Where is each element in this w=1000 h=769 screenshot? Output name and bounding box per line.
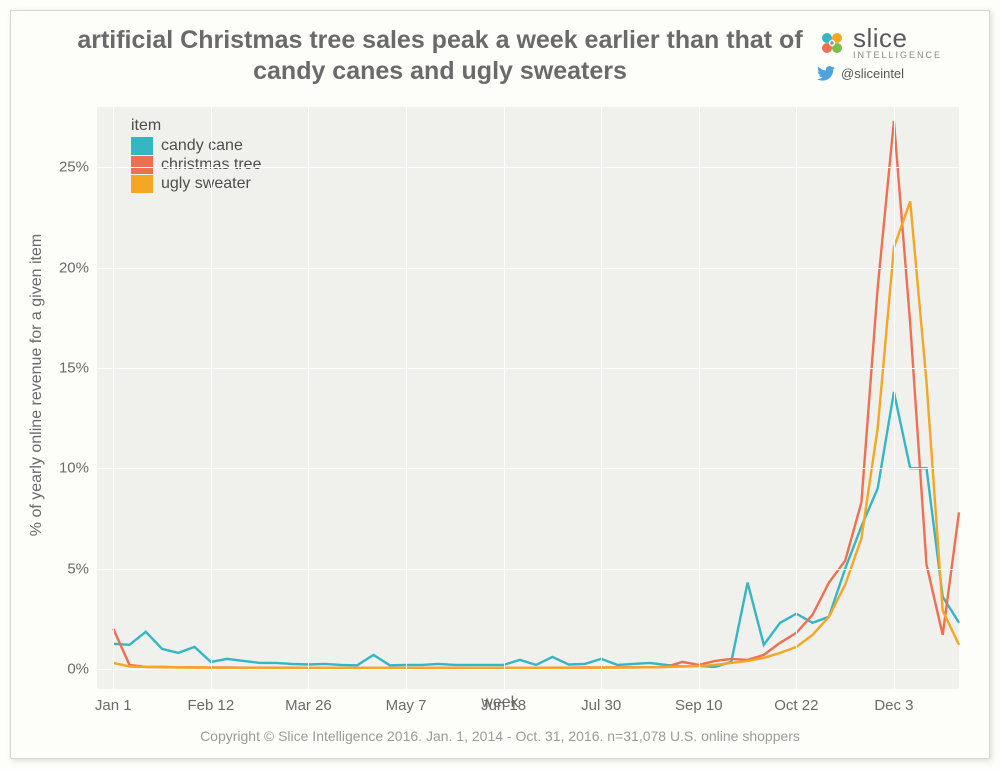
brand-subname: INTELLIGENCE	[853, 51, 942, 60]
series-svg	[97, 107, 959, 689]
legend-swatch	[131, 175, 153, 193]
legend-label: candy cane	[161, 137, 243, 155]
twitter-handle-row: @sliceintel	[817, 66, 967, 81]
ytick-label: 15%	[59, 359, 89, 376]
slice-logo-icon	[817, 28, 847, 58]
gridline-h	[97, 268, 959, 269]
figure-frame: artificial Christmas tree sales peak a w…	[10, 10, 990, 759]
xtick-label: May 7	[386, 697, 427, 714]
gridline-v	[308, 107, 309, 689]
gridline-v	[504, 107, 505, 689]
ytick-label: 10%	[59, 460, 89, 477]
xtick-label: Dec 3	[874, 697, 913, 714]
legend-swatch	[131, 156, 153, 174]
legend-item: candy cane	[131, 137, 261, 155]
y-axis-title: % of yearly online revenue for a given i…	[28, 233, 46, 535]
x-axis-title: week	[481, 694, 518, 712]
xtick-label: Oct 22	[774, 697, 818, 714]
gridline-v	[699, 107, 700, 689]
xtick-label: Feb 12	[187, 697, 234, 714]
ytick-label: 5%	[67, 560, 89, 577]
xtick-label: Sep 10	[675, 697, 723, 714]
gridline-h	[97, 368, 959, 369]
series-line-ugly-sweater	[113, 201, 959, 668]
xtick-label: Jan 1	[95, 697, 132, 714]
gridline-h	[97, 669, 959, 670]
ytick-label: 20%	[59, 259, 89, 276]
gridline-v	[796, 107, 797, 689]
legend: item candy canechristmas treeugly sweate…	[131, 117, 261, 194]
twitter-handle: @sliceintel	[841, 66, 904, 81]
chart-title: artificial Christmas tree sales peak a w…	[71, 25, 809, 88]
gridline-h	[97, 167, 959, 168]
brand-name: slice	[853, 25, 942, 51]
legend-label: ugly sweater	[161, 175, 251, 193]
twitter-icon	[817, 66, 835, 81]
gridline-v	[406, 107, 407, 689]
brand-logo: slice INTELLIGENCE	[817, 25, 967, 60]
series-line-christmas-tree	[113, 121, 959, 668]
legend-item: ugly sweater	[131, 175, 261, 193]
gridline-v	[113, 107, 114, 689]
ytick-label: 0%	[67, 660, 89, 677]
xtick-label: Mar 26	[285, 697, 332, 714]
xtick-label: Jul 30	[581, 697, 621, 714]
plot-area: item candy canechristmas treeugly sweate…	[97, 107, 959, 689]
ytick-label: 25%	[59, 159, 89, 176]
legend-swatch	[131, 137, 153, 155]
gridline-v	[894, 107, 895, 689]
gridline-h	[97, 569, 959, 570]
gridline-h	[97, 468, 959, 469]
gridline-v	[601, 107, 602, 689]
gridline-v	[211, 107, 212, 689]
series-line-candy-cane	[113, 392, 959, 667]
branding-block: slice INTELLIGENCE @sliceintel	[817, 25, 967, 81]
caption: Copyright © Slice Intelligence 2016. Jan…	[200, 728, 800, 744]
legend-title: item	[131, 117, 261, 135]
legend-item: christmas tree	[131, 156, 261, 174]
